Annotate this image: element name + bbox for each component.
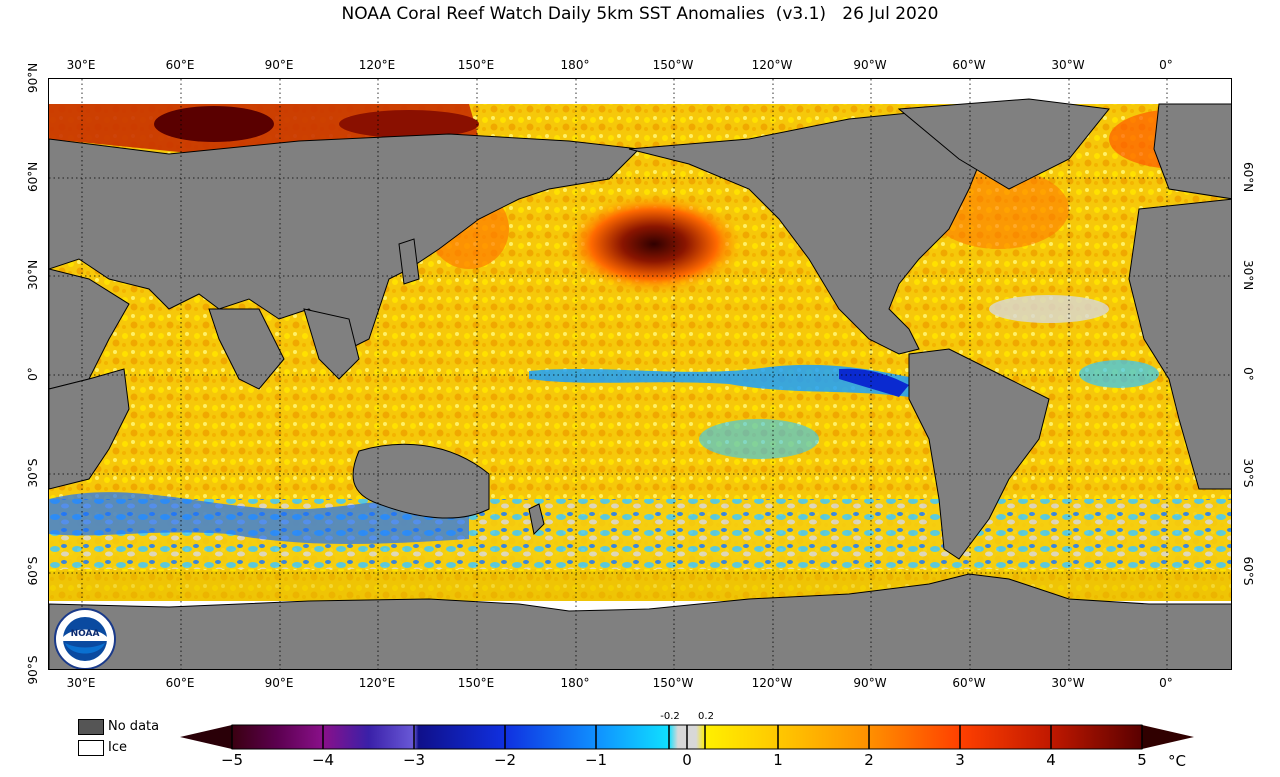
lat-label: 60°S: [26, 556, 40, 586]
lon-label: 90°E: [264, 58, 294, 72]
lat-label: 30°S: [1241, 458, 1255, 488]
lon-label: 90°W: [853, 58, 887, 72]
map-graphic: NOAA: [49, 79, 1231, 669]
colorbar-small-tick: 0.2: [698, 711, 714, 722]
lon-label: 120°E: [358, 676, 396, 690]
lat-label: 60°S: [1241, 556, 1255, 586]
lon-label: 120°W: [751, 676, 793, 690]
no-data-swatch: [78, 719, 104, 735]
ice-swatch: [78, 740, 104, 756]
lon-label: 30°W: [1051, 58, 1085, 72]
lon-label: 0°: [1159, 676, 1173, 690]
lat-label: 90°N: [26, 62, 40, 93]
lon-label: 30°E: [66, 676, 96, 690]
sst-anomaly-map: NOAA: [48, 78, 1232, 670]
colorbar: [180, 722, 1194, 752]
no-data-label: No data: [108, 719, 160, 734]
chart-title: NOAA Coral Reef Watch Daily 5km SST Anom…: [341, 4, 939, 24]
lat-label: 30°N: [26, 259, 40, 290]
lat-label: 30°S: [26, 458, 40, 488]
lat-label: 30°N: [1241, 260, 1255, 291]
colorbar-small-tick: -0.2: [660, 711, 680, 722]
graticule: [49, 79, 1231, 669]
lon-label: 90°W: [853, 676, 887, 690]
colorbar-tick: 4: [1046, 751, 1056, 769]
colorbar-unit: °C: [1168, 752, 1186, 770]
lon-label: 0°: [1159, 58, 1173, 72]
lat-label: 60°N: [26, 161, 40, 192]
colorbar-tick: 0: [682, 751, 692, 769]
lon-label: 150°W: [652, 676, 694, 690]
colorbar-tick: −2: [493, 751, 517, 769]
lon-label: 120°E: [358, 58, 396, 72]
colorbar-tick: 5: [1137, 751, 1147, 769]
lon-label: 30°W: [1051, 676, 1085, 690]
colorbar-tick: −4: [311, 751, 335, 769]
lon-label: 150°E: [457, 58, 495, 72]
colorbar-tick: 3: [955, 751, 965, 769]
lat-label: 90°S: [26, 655, 40, 685]
lon-label: 60°W: [952, 58, 986, 72]
lon-label: 30°E: [66, 58, 96, 72]
lon-label: 60°E: [165, 676, 195, 690]
lat-label: 0°: [1241, 367, 1255, 381]
lon-label: 60°W: [952, 676, 986, 690]
lat-label: 0°: [26, 367, 40, 381]
colorbar-graphic: [180, 724, 1194, 750]
colorbar-tick: −3: [402, 751, 426, 769]
lon-label: 150°E: [457, 676, 495, 690]
lon-label: 150°W: [652, 58, 694, 72]
colorbar-tick: 1: [773, 751, 783, 769]
svg-text:NOAA: NOAA: [71, 629, 100, 639]
noaa-logo: NOAA: [54, 608, 116, 669]
lon-label: 120°W: [751, 58, 793, 72]
colorbar-tick: −5: [220, 751, 244, 769]
lon-label: 180°: [560, 58, 590, 72]
land-masses: [49, 98, 1231, 560]
lon-label: 60°E: [165, 58, 195, 72]
lat-label: 60°N: [1241, 162, 1255, 193]
ice-label: Ice: [108, 740, 127, 755]
colorbar-tick: −1: [584, 751, 608, 769]
colorbar-tick: 2: [864, 751, 874, 769]
lon-label: 180°: [560, 676, 590, 690]
lon-label: 90°E: [264, 676, 294, 690]
